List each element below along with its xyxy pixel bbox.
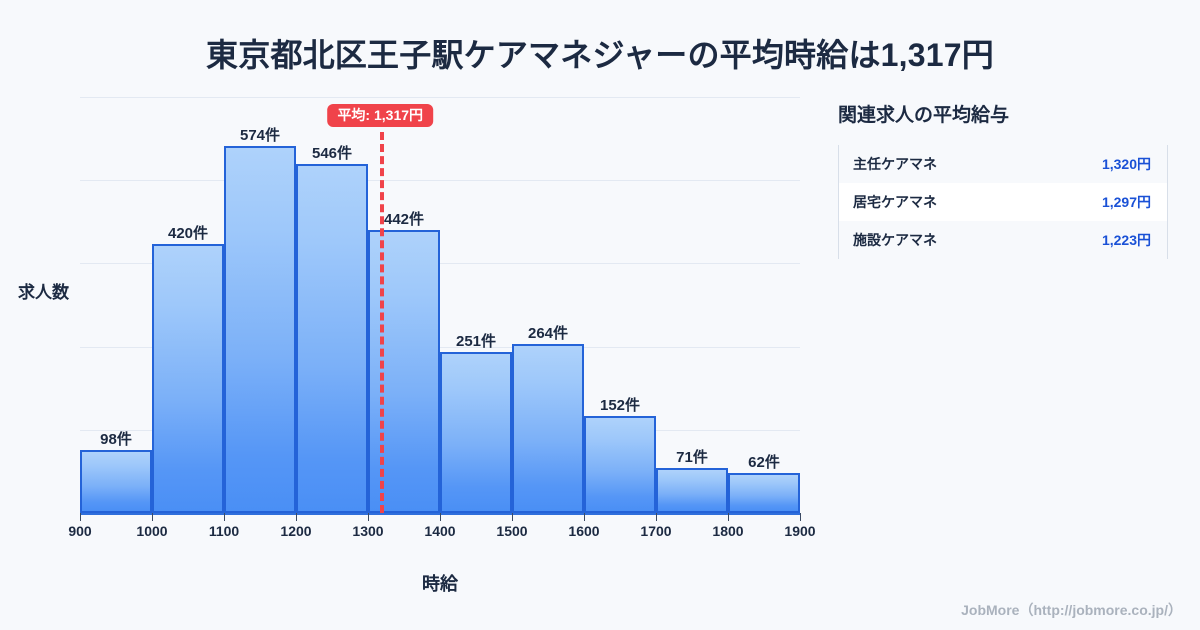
histogram-bar <box>584 415 656 513</box>
histogram-bar <box>656 467 728 513</box>
x-tick <box>584 513 585 521</box>
gridline <box>80 180 800 181</box>
bar-value-label: 152件 <box>599 396 641 414</box>
gridline <box>80 347 800 348</box>
x-tick <box>296 513 297 521</box>
x-tick-label: 1400 <box>424 523 456 539</box>
x-tick-label: 1000 <box>136 523 168 539</box>
x-tick <box>512 513 513 521</box>
histogram-bar <box>512 344 584 513</box>
bar-value-label: 251件 <box>455 333 497 351</box>
related-salary-heading: 関連求人の平均給与 <box>838 105 1010 126</box>
x-tick <box>368 513 369 521</box>
bar-value-label: 98件 <box>100 431 132 449</box>
x-tick-label: 1900 <box>784 523 816 539</box>
bar-value-label: 420件 <box>167 225 209 243</box>
y-axis-label: 求人数 <box>18 283 69 302</box>
x-tick <box>80 513 81 521</box>
histogram-bar <box>368 230 440 513</box>
histogram-bar <box>224 145 296 513</box>
job-type-label: 居宅ケアマネ <box>838 183 1030 221</box>
footer-attribution: JobMore（http://jobmore.co.jp/） <box>961 602 1182 618</box>
bar-value-label: 442件 <box>383 211 425 229</box>
histogram-bar <box>80 450 152 513</box>
x-tick-label: 1700 <box>640 523 672 539</box>
x-tick <box>224 513 225 521</box>
related-salary-table: 主任ケアマネ 1,320円 居宅ケアマネ 1,297円 施設ケアマネ 1,223円 <box>838 145 1168 259</box>
x-tick <box>728 513 729 521</box>
table-row: 主任ケアマネ 1,320円 <box>838 145 1168 183</box>
page-title: 東京都北区王子駅ケアマネジャーの平均時給は1,317円 <box>206 37 994 73</box>
bar-value-label: 264件 <box>527 325 569 343</box>
table-row: 居宅ケアマネ 1,297円 <box>838 183 1168 221</box>
job-type-label: 施設ケアマネ <box>838 221 1030 259</box>
average-badge: 平均: 1,317円 <box>327 104 434 127</box>
job-type-label: 主任ケアマネ <box>838 145 1030 183</box>
x-axis-label: 時給 <box>422 574 458 594</box>
histogram-bar <box>152 244 224 513</box>
x-tick <box>800 513 801 521</box>
x-tick <box>656 513 657 521</box>
bar-value-label: 574件 <box>239 126 281 144</box>
x-tick <box>440 513 441 521</box>
table-row: 施設ケアマネ 1,223円 <box>838 221 1168 259</box>
bar-value-label: 62件 <box>748 454 780 472</box>
x-tick-label: 1100 <box>208 523 240 539</box>
x-tick-label: 1200 <box>280 523 312 539</box>
bar-value-label: 71件 <box>676 448 708 466</box>
gridline <box>80 97 800 98</box>
gridline <box>80 263 800 264</box>
related-salary-panel: 関連求人の平均給与 主任ケアマネ 1,320円 居宅ケアマネ 1,297円 施設ケアマネ… <box>838 100 1168 259</box>
average-vline <box>380 132 385 513</box>
x-tick <box>152 513 153 521</box>
x-tick-label: 1500 <box>496 523 528 539</box>
average-wage-value: 1,297円 <box>1029 183 1168 221</box>
histogram-bar <box>440 352 512 513</box>
x-tick-label: 1300 <box>352 523 384 539</box>
histogram-bar <box>296 163 368 513</box>
x-tick-label: 1600 <box>568 523 600 539</box>
histogram-bar <box>728 473 800 513</box>
x-tick-label: 900 <box>68 523 92 539</box>
average-wage-value: 1,223円 <box>1029 221 1168 259</box>
histogram-chart: 900 1000 1100 1200 1300 1400 1500 1600 1700 1800 1… <box>18 97 816 594</box>
bar-value-label: 546件 <box>311 144 353 162</box>
average-wage-value: 1,320円 <box>1029 145 1168 183</box>
x-tick-label: 1800 <box>712 523 744 539</box>
